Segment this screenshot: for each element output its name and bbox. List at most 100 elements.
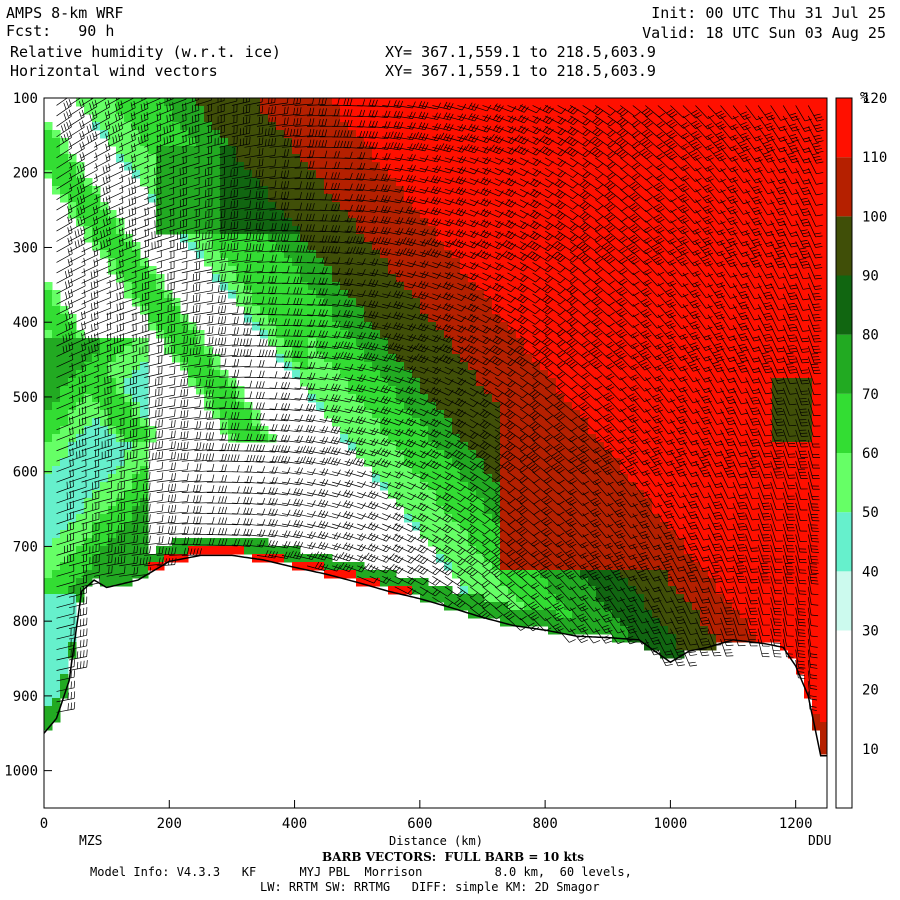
rh-cell xyxy=(716,522,725,531)
rh-cell xyxy=(60,434,69,443)
rh-cell xyxy=(596,426,605,435)
rh-cell xyxy=(748,154,757,163)
rh-cell xyxy=(44,682,53,691)
rh-cell xyxy=(428,314,437,323)
rh-cell xyxy=(284,122,293,131)
rh-cell xyxy=(388,242,397,251)
rh-cell xyxy=(564,490,573,499)
rh-cell xyxy=(428,322,437,331)
rh-cell xyxy=(68,626,77,635)
rh-cell xyxy=(532,370,541,379)
rh-cell xyxy=(348,122,357,131)
rh-cell xyxy=(44,346,53,355)
rh-cell xyxy=(756,338,765,347)
rh-cell xyxy=(340,170,349,179)
rh-cell xyxy=(44,162,53,171)
rh-cell xyxy=(252,106,261,115)
rh-cell xyxy=(396,330,405,339)
rh-cell xyxy=(76,362,85,371)
rh-cell xyxy=(372,282,381,291)
rh-cell xyxy=(636,274,645,283)
rh-cell xyxy=(196,234,205,243)
rh-cell xyxy=(124,370,133,379)
rh-cell xyxy=(724,362,733,371)
rh-cell xyxy=(460,130,469,139)
rh-cell xyxy=(436,402,445,411)
rh-cell xyxy=(668,266,677,275)
rh-cell xyxy=(300,186,309,195)
rh-cell xyxy=(540,226,549,235)
rh-cell xyxy=(548,298,557,307)
rh-cell xyxy=(676,490,685,499)
rh-cell xyxy=(396,194,405,203)
rh-cell xyxy=(748,362,757,371)
rh-cell xyxy=(724,242,733,251)
rh-cell xyxy=(772,402,781,411)
rh-cell xyxy=(556,330,565,339)
rh-cell xyxy=(316,138,325,147)
rh-cell xyxy=(508,314,517,323)
rh-cell xyxy=(468,266,477,275)
rh-cell xyxy=(772,570,781,579)
rh-cell xyxy=(332,418,341,427)
rh-cell xyxy=(292,306,301,315)
rh-cell xyxy=(124,570,133,579)
rh-cell xyxy=(220,258,229,267)
rh-cell xyxy=(612,410,621,419)
rh-cell xyxy=(260,282,269,291)
rh-cell xyxy=(764,194,773,203)
rh-cell xyxy=(708,202,717,211)
rh-cell xyxy=(700,378,709,387)
rh-cell xyxy=(748,538,757,547)
rh-cell xyxy=(716,530,725,539)
rh-cell xyxy=(428,426,437,435)
rh-cell xyxy=(772,154,781,163)
rh-cell xyxy=(92,490,101,499)
rh-cell xyxy=(580,138,589,147)
rh-cell xyxy=(172,346,181,355)
rh-cell xyxy=(244,410,253,419)
rh-cell xyxy=(484,354,493,363)
rh-cell xyxy=(484,234,493,243)
rh-cell xyxy=(460,170,469,179)
rh-cell xyxy=(556,234,565,243)
rh-cell xyxy=(84,498,93,507)
rh-cell xyxy=(756,266,765,275)
rh-cell xyxy=(492,178,501,187)
rh-cell xyxy=(572,154,581,163)
rh-cell xyxy=(596,394,605,403)
rh-cell xyxy=(604,522,613,531)
rh-cell xyxy=(732,386,741,395)
rh-cell xyxy=(324,114,333,123)
rh-cell xyxy=(620,626,629,635)
rh-cell xyxy=(660,642,669,651)
rh-cell xyxy=(228,418,237,427)
rh-cell xyxy=(500,570,509,579)
rh-cell xyxy=(84,562,93,571)
rh-cell xyxy=(52,666,61,675)
rh-cell xyxy=(396,210,405,219)
rh-cell xyxy=(252,538,261,547)
rh-cell xyxy=(268,290,277,299)
rh-cell xyxy=(620,506,629,515)
rh-cell xyxy=(76,218,85,227)
rh-cell xyxy=(372,122,381,131)
rh-cell xyxy=(772,362,781,371)
rh-cell xyxy=(556,290,565,299)
rh-cell xyxy=(756,370,765,379)
rh-cell xyxy=(364,362,373,371)
rh-cell xyxy=(716,610,725,619)
rh-cell xyxy=(340,570,349,579)
rh-cell xyxy=(596,402,605,411)
rh-cell xyxy=(628,298,637,307)
rh-cell xyxy=(276,98,285,107)
rh-cell xyxy=(148,322,157,331)
rh-cell xyxy=(700,106,709,115)
rh-cell xyxy=(356,402,365,411)
rh-cell xyxy=(420,514,429,523)
rh-cell xyxy=(44,498,53,507)
rh-cell xyxy=(748,314,757,323)
rh-cell xyxy=(132,130,141,139)
rh-cell xyxy=(772,442,781,451)
rh-cell xyxy=(204,194,213,203)
